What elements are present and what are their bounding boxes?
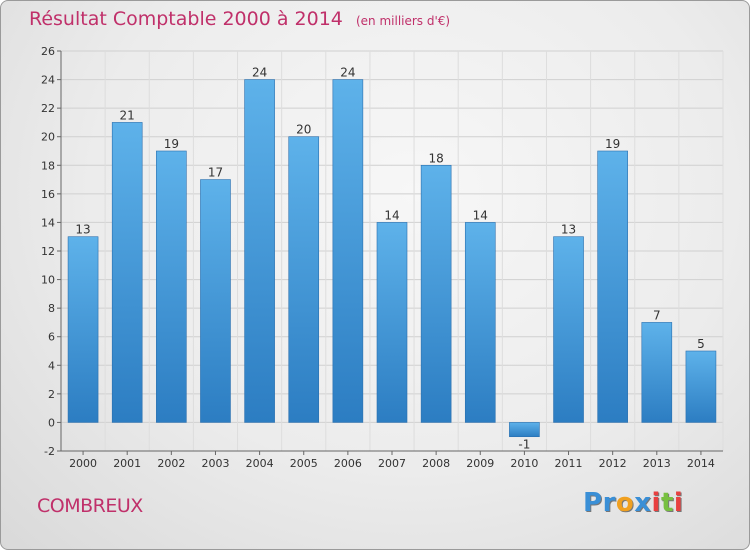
bar-2012	[597, 150, 628, 423]
bar-2008	[420, 164, 452, 423]
y-tick-label: 18	[41, 159, 55, 172]
y-tick-label: 24	[41, 74, 55, 87]
data-label-2008: 18	[428, 151, 443, 165]
y-tick-label: 0	[48, 416, 55, 429]
bar-2011	[553, 236, 584, 423]
data-label-2009: 14	[473, 208, 488, 222]
data-label-2000: 13	[75, 223, 90, 237]
proxiti-logo: Proxiti	[583, 488, 683, 518]
data-label-2014: 5	[697, 337, 705, 351]
data-label-2004: 24	[252, 66, 267, 80]
chart-title-block: Résultat Comptable 2000 à 2014 (en milli…	[29, 8, 450, 30]
x-tick-label-2005: 2005	[290, 457, 318, 470]
logo-letter: i	[651, 488, 661, 518]
chart-title: Résultat Comptable 2000 à 2014	[29, 8, 343, 30]
x-tick-label-2009: 2009	[466, 457, 494, 470]
y-tick-label: 8	[48, 302, 55, 315]
x-tick-label-2006: 2006	[334, 457, 362, 470]
x-tick-label-2000: 2000	[69, 457, 97, 470]
x-tick-label-2003: 2003	[201, 457, 229, 470]
y-tick-label: 16	[41, 188, 55, 201]
x-tick-label-2011: 2011	[555, 457, 583, 470]
data-label-2002: 19	[164, 137, 179, 151]
y-tick-label: -2	[44, 445, 55, 458]
x-tick-label-2012: 2012	[599, 457, 627, 470]
x-tick-label-2013: 2013	[643, 457, 671, 470]
data-label-2007: 14	[384, 208, 399, 222]
data-label-2013: 7	[653, 308, 661, 322]
bar-2000	[67, 236, 99, 423]
logo-letter: P	[583, 488, 603, 518]
x-tick-label-2008: 2008	[422, 457, 450, 470]
y-tick-label: 20	[41, 131, 55, 144]
y-tick-label: 4	[48, 359, 55, 372]
data-label-2003: 17	[208, 166, 223, 180]
x-tick-label-2010: 2010	[510, 457, 538, 470]
data-label-2001: 21	[120, 108, 135, 122]
data-label-2010: -1	[518, 438, 530, 452]
place-name: COMBREUX	[37, 495, 143, 517]
x-tick-label-2001: 2001	[113, 457, 141, 470]
logo-letter: o	[615, 488, 635, 518]
logo-letter: x	[634, 488, 652, 518]
bar-2013	[641, 322, 673, 423]
bar-2002	[156, 150, 187, 423]
bar-2005	[288, 136, 320, 423]
y-tick-label: 22	[41, 102, 55, 115]
x-tick-label-2004: 2004	[246, 457, 274, 470]
data-label-2005: 20	[296, 123, 311, 137]
bar-2003	[200, 179, 231, 423]
data-label-2006: 24	[340, 66, 355, 80]
bar-2007	[376, 222, 408, 423]
y-tick-label: 12	[41, 245, 55, 258]
bar-2006	[332, 79, 364, 423]
bar-2014	[685, 350, 717, 423]
chart-subtitle: (en milliers d'€)	[355, 14, 451, 28]
logo-letter: i	[673, 488, 684, 518]
logo-letter: r	[602, 488, 616, 518]
bar-2004	[244, 79, 275, 423]
y-tick-label: 14	[41, 216, 55, 229]
bar-2001	[111, 122, 143, 423]
bar-2009	[464, 222, 496, 423]
y-tick-label: 10	[41, 274, 55, 287]
data-label-2011: 13	[561, 223, 576, 237]
x-tick-label-2014: 2014	[687, 457, 715, 470]
y-tick-label: 6	[48, 331, 55, 344]
bar-2010	[509, 422, 540, 438]
data-label-2012: 19	[605, 137, 620, 151]
x-tick-label-2002: 2002	[157, 457, 185, 470]
y-tick-label: 26	[41, 45, 55, 58]
y-tick-label: 2	[48, 388, 55, 401]
logo-letter: t	[660, 488, 674, 518]
x-tick-label-2007: 2007	[378, 457, 406, 470]
